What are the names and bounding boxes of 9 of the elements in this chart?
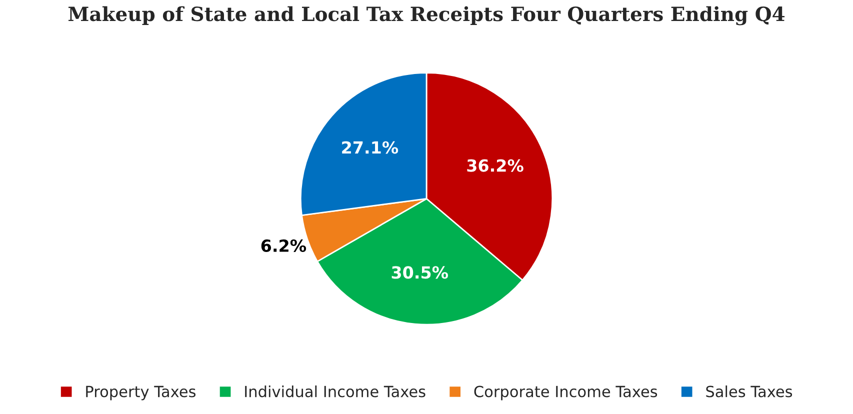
- data-label: 6.2%: [261, 239, 306, 252]
- data-label: 36.2%: [467, 159, 524, 172]
- legend-label: Property Taxes: [86, 386, 196, 400]
- data-label: 30.5%: [392, 266, 448, 279]
- legend-label: Corporate Income Taxes: [474, 386, 658, 400]
- chart-title: Makeup of State and Local Tax Receipts Four Quarters Ending Q4: [68, 6, 785, 26]
- legend-label: Individual Income Taxes: [245, 385, 426, 398]
- data-label: 27.1%: [342, 141, 398, 154]
- legend-label: Sales Taxes: [706, 385, 792, 398]
